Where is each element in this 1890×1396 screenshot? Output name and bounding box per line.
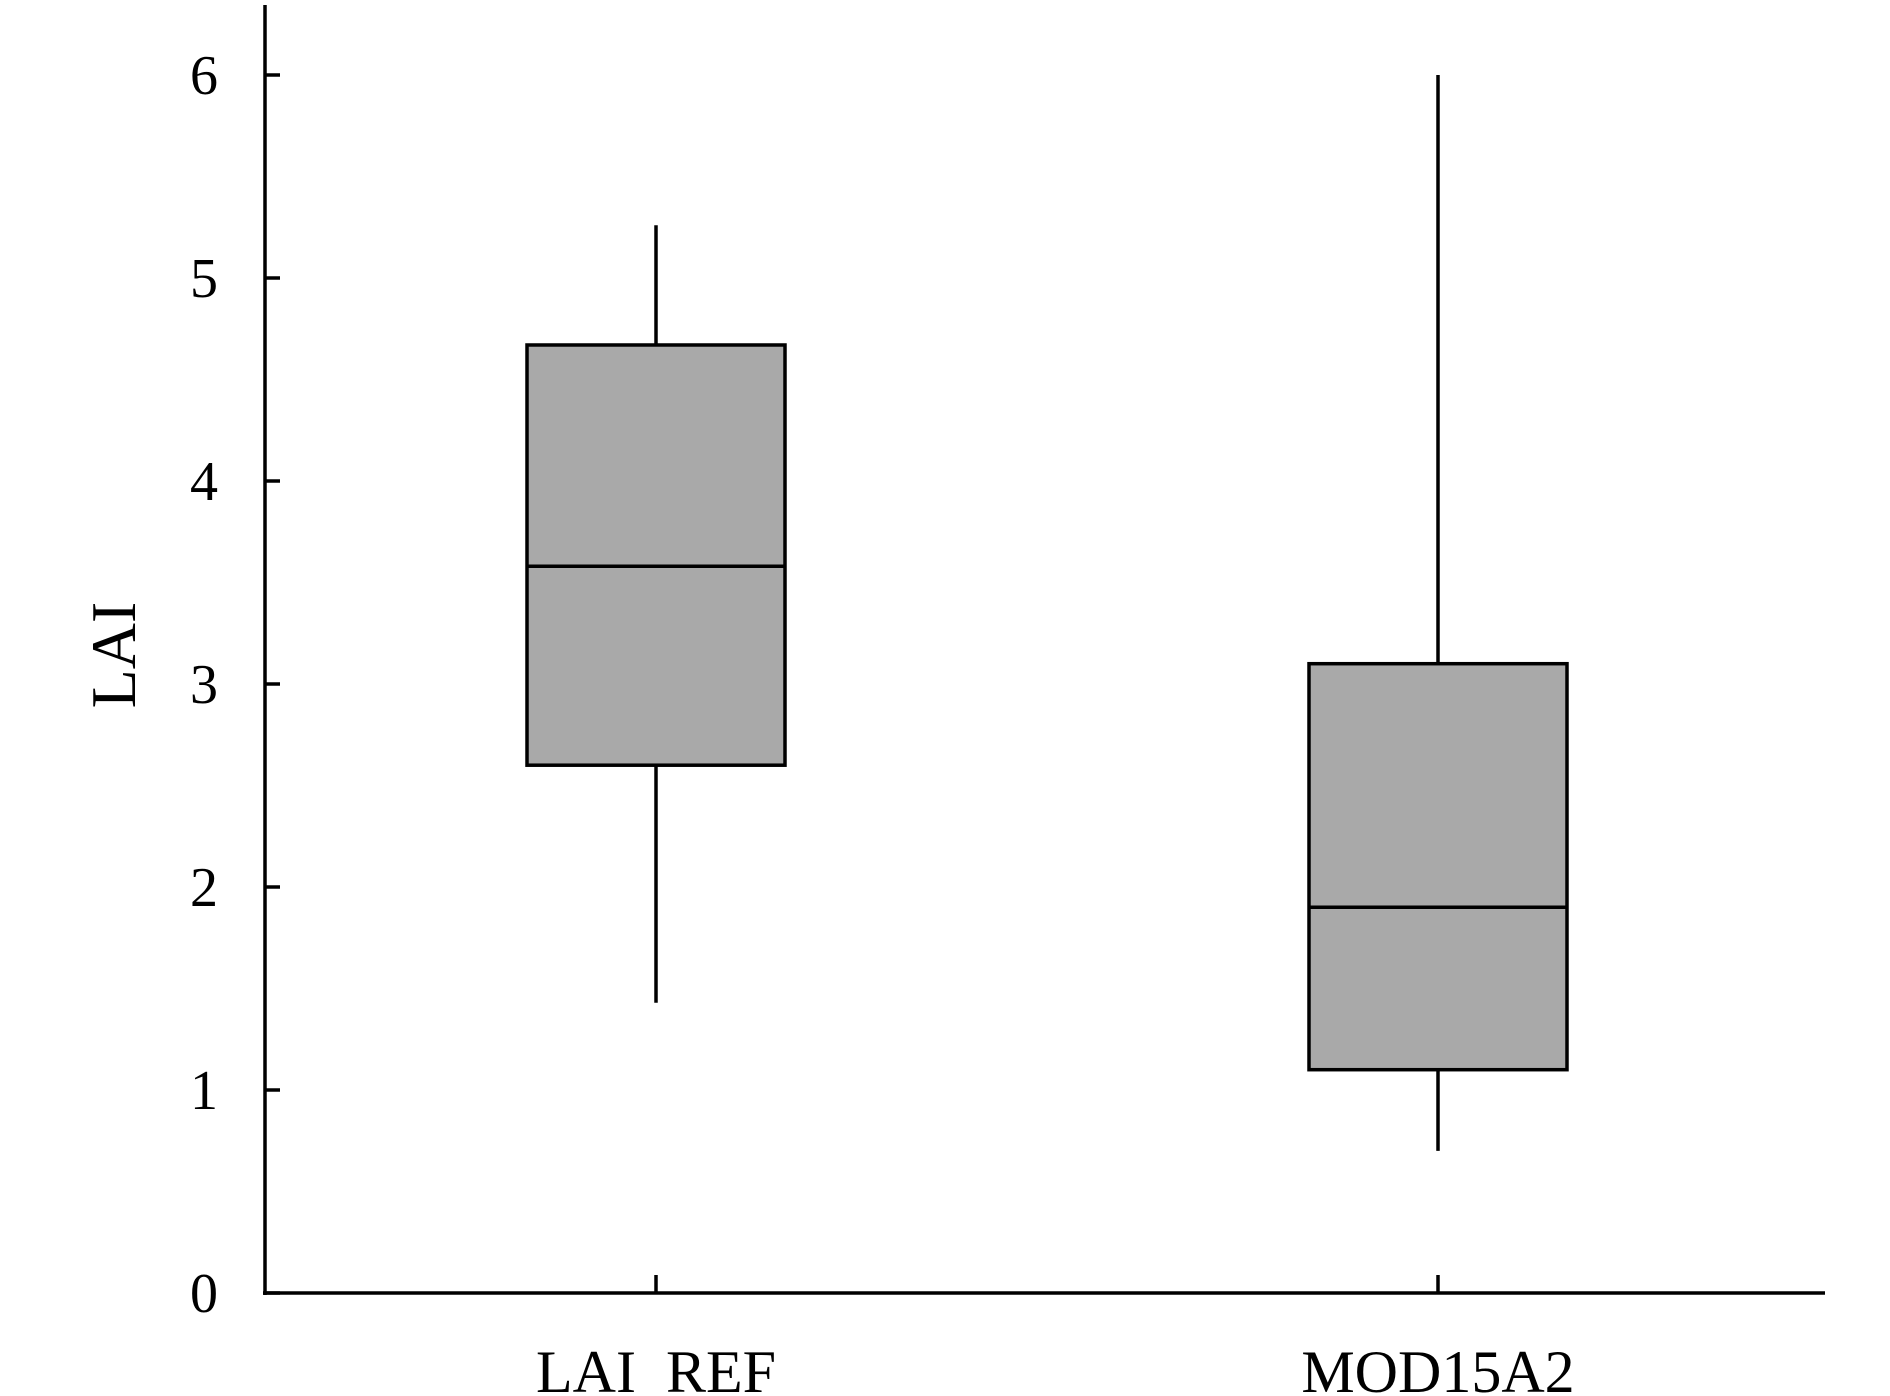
y-tick-label: 4 [190,451,218,513]
boxes [525,75,1569,1151]
x-ticks: LAI REF MOD15A2 [536,1275,1575,1396]
y-tick-label: 1 [190,1060,218,1122]
box-group [525,225,787,1003]
y-axis-title: LAI [78,602,149,709]
iqr-box [525,343,787,767]
y-tick-label: 6 [190,45,218,107]
x-category-label: MOD15A2 [1301,1339,1574,1396]
x-category-label: LAI REF [536,1339,776,1396]
y-tick-label: 2 [190,857,218,919]
iqr-box [1307,661,1569,1072]
axes [263,5,1825,1295]
y-tick-label: 0 [190,1263,218,1325]
y-ticks: 0 1 2 3 4 5 6 [190,45,280,1325]
y-tick-label: 5 [190,248,218,310]
y-tick-label: 3 [190,654,218,716]
box-group [1307,75,1569,1151]
